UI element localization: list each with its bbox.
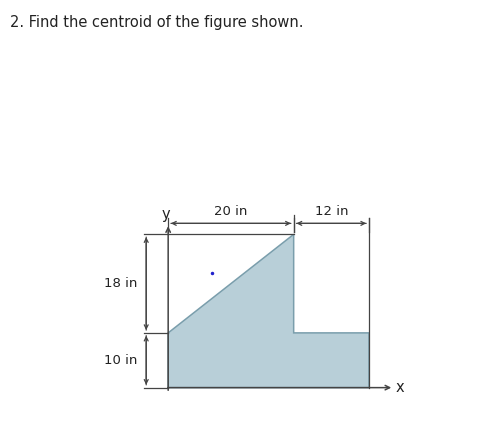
Polygon shape (168, 234, 368, 388)
Text: 10 in: 10 in (104, 354, 137, 367)
Text: x: x (395, 380, 404, 395)
Text: y: y (161, 207, 170, 223)
Text: 18 in: 18 in (104, 277, 137, 290)
Text: 12 in: 12 in (314, 205, 347, 218)
Text: 20 in: 20 in (214, 205, 247, 218)
Text: 2. Find the centroid of the figure shown.: 2. Find the centroid of the figure shown… (10, 15, 303, 30)
